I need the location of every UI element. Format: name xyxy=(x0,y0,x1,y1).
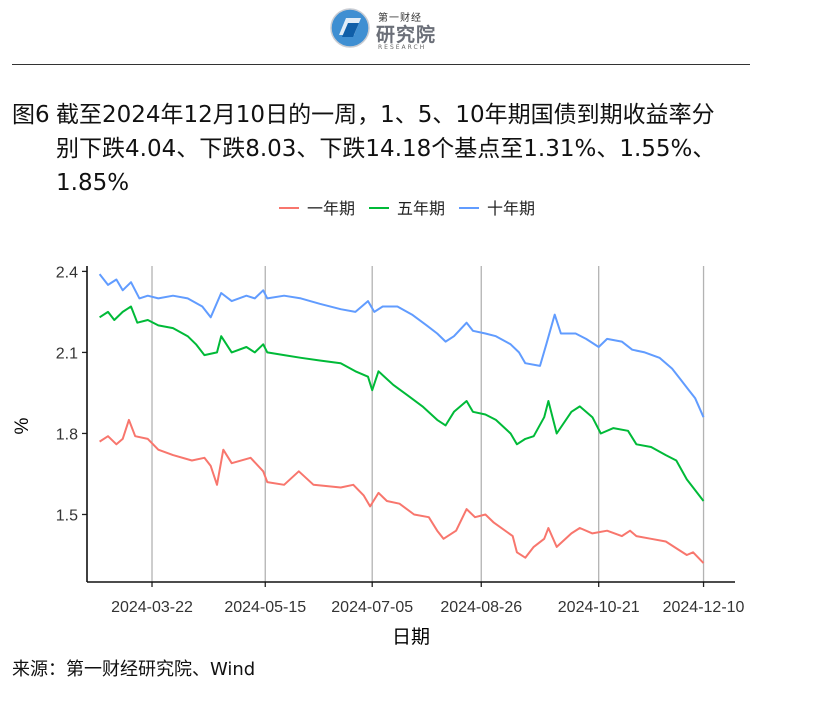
logo-main-text: 研究院 xyxy=(376,24,437,46)
chart-grid xyxy=(151,266,705,582)
x-tick-label: 2024-03-22 xyxy=(111,599,193,616)
x-tick-label: 2024-12-10 xyxy=(663,599,745,616)
y-tick-label: 2.1 xyxy=(56,345,78,362)
series-line-2 xyxy=(99,305,705,502)
x-axis-label: 日期 xyxy=(392,626,430,648)
series-line-3 xyxy=(98,273,705,418)
header-divider xyxy=(12,64,750,65)
legend-label-3: 十年期 xyxy=(487,200,535,218)
title-line-3: 1.85% xyxy=(56,170,130,196)
x-tick-label: 2024-07-05 xyxy=(331,599,413,616)
y-tick-label: 2.4 xyxy=(56,264,78,281)
x-tick-label: 2024-08-26 xyxy=(440,599,522,616)
logo-sub-text: RESEARCH xyxy=(378,44,427,51)
title-line-2: 别下跌4.04、下跌8.03、下跌14.18个基点至1.31%、1.55%、 xyxy=(56,136,716,162)
title-line-1: 截至2024年12月10日的一周，1、5、10年期国债到期收益率分 xyxy=(56,102,715,128)
source-note: 来源：第一财经研究院、Wind xyxy=(12,659,256,680)
y-tick-label: 1.8 xyxy=(56,426,78,443)
figure-title: 图6 截至2024年12月10日的一周，1、5、10年期国债到期收益率分 别下跌4… xyxy=(12,98,792,200)
y-axis-label: % xyxy=(12,417,33,434)
x-tick-label: 2024-10-21 xyxy=(558,599,640,616)
logo-small-text: 第一财经 xyxy=(378,13,422,24)
figure-label: 图6 xyxy=(12,102,50,128)
chart-axes: 2024-03-22 2024-05-15 2024-07-05 2024-08-26… xyxy=(56,264,745,616)
chart-series xyxy=(98,273,705,564)
series-line-1 xyxy=(99,418,705,564)
legend-label-2: 五年期 xyxy=(397,200,445,218)
research-logo-icon xyxy=(330,8,370,48)
legend-label-1: 一年期 xyxy=(307,200,355,218)
research-logo: 第一财经 研究院 RESEARCH xyxy=(330,6,440,52)
y-tick-label: 1.5 xyxy=(56,507,78,524)
chart-legend: 一年期 五年期 十年期 xyxy=(279,200,535,218)
x-tick-label: 2024-05-15 xyxy=(224,599,306,616)
